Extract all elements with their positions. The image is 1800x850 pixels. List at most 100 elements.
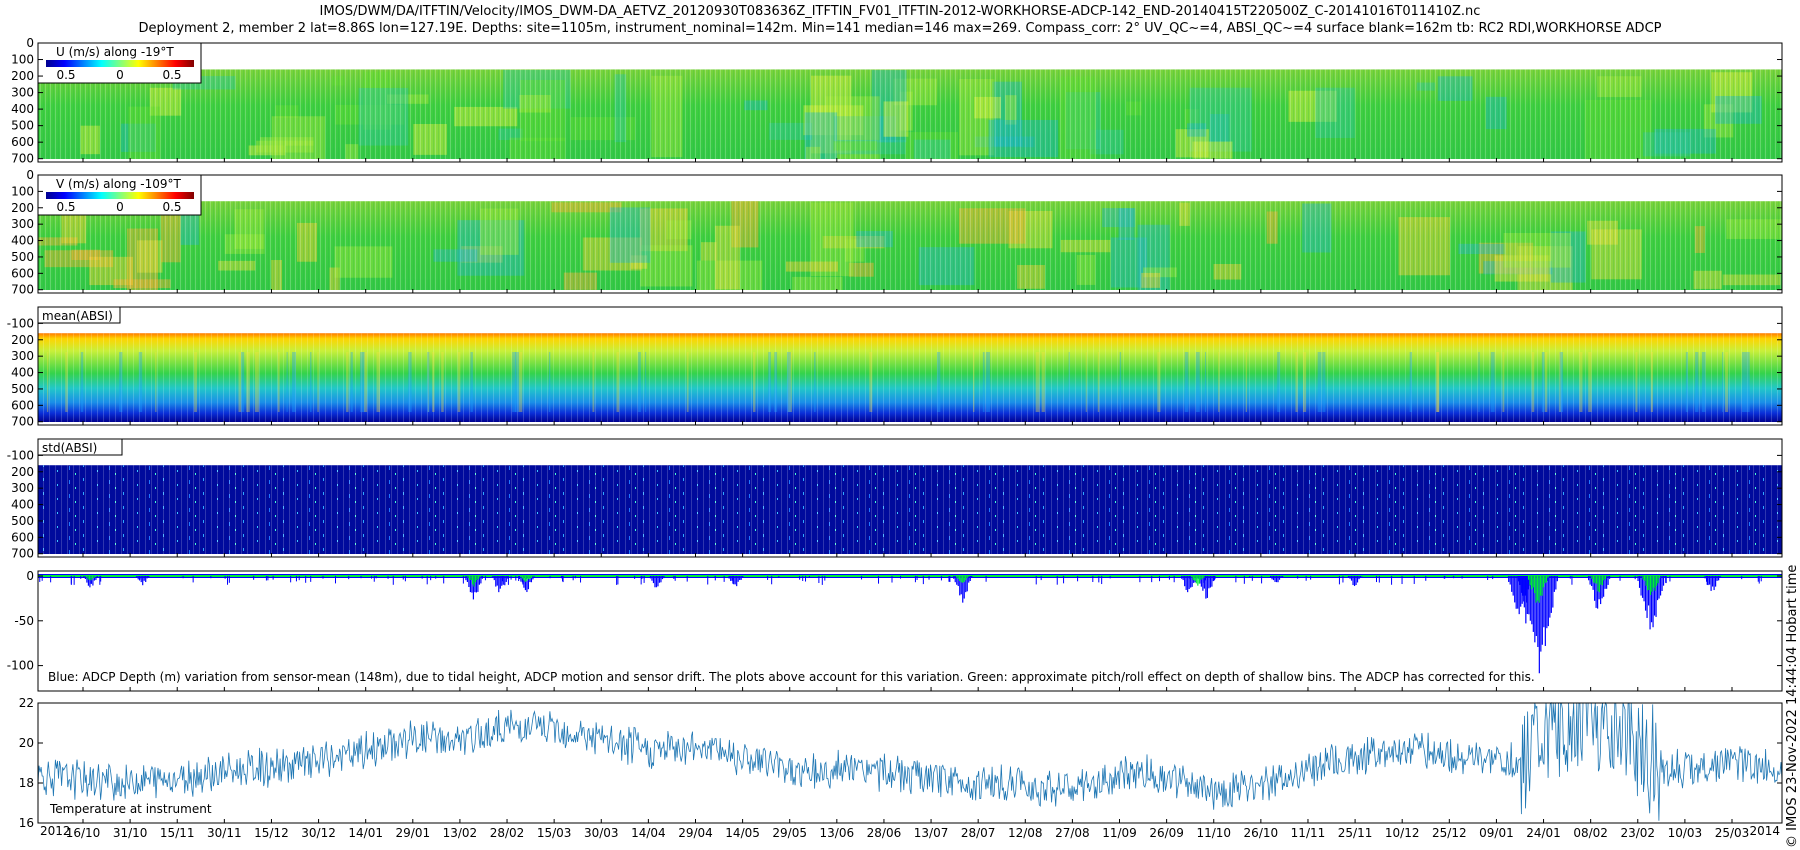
y-tick-label: 400 (11, 366, 34, 380)
y-tick-label: 200 (11, 333, 34, 347)
panel-label: V (m/s) along -109°T (56, 177, 181, 191)
y-tick-label: 300 (11, 86, 34, 100)
heatmap-streak (1436, 352, 1440, 412)
panel-frame (37, 42, 1783, 163)
heatmap-texture (38, 333, 1782, 422)
heatmap-streak (1722, 352, 1724, 412)
y-tick-label: 500 (11, 250, 34, 264)
heatmap-streak (1544, 352, 1548, 412)
depth-annotation: Blue: ADCP Depth (m) variation from sens… (48, 670, 1535, 684)
y-tick-label: 0 (26, 168, 34, 182)
x-tick-label: 27/08 (1055, 826, 1090, 840)
colorbar-tick-label: 0.5 (162, 68, 181, 82)
x-tick-label: 11/09 (1102, 826, 1137, 840)
y-tick-label: 0 (26, 569, 34, 583)
y-tick-label: 600 (11, 135, 34, 149)
mean-absi-texture (46, 352, 1750, 412)
colorbar (46, 60, 194, 67)
y-tick-label: 500 (11, 514, 34, 528)
y-tick-label: -50 (14, 614, 34, 628)
heatmap-streak (1588, 352, 1592, 412)
copyright-side-label: © IMOS 23-Nov-2022 14:44:04 Hobart time (1785, 564, 1800, 848)
panel-frame (37, 438, 1783, 558)
colorbar-legend: V (m/s) along -109°T 0.5 0 0.5 (37, 174, 202, 216)
y-tick-label: -100 (7, 316, 34, 330)
y-tick-label: -100 (7, 659, 34, 673)
heatmap-streak (346, 352, 349, 412)
x-tick-label: 25/03 (1715, 826, 1750, 840)
heatmap-streak (427, 352, 430, 412)
y-tick-label: 16 (19, 816, 34, 830)
panel-frame (37, 306, 1783, 426)
panel-label: U (m/s) along -19°T (56, 45, 174, 59)
y-tick-label: 200 (11, 69, 34, 83)
heatmap-streak (1085, 352, 1087, 412)
y-tick-label: 18 (19, 776, 34, 790)
heatmap-streak (1701, 352, 1706, 412)
heatmap-streak (1119, 352, 1122, 412)
x-tick-label: 24/01 (1526, 826, 1561, 840)
heatmap-streak (1218, 352, 1220, 412)
x-tick-label: 14/01 (348, 826, 383, 840)
heatmap-streak (1579, 352, 1583, 412)
x-tick-label: 25/11 (1338, 826, 1373, 840)
heatmap-streak (645, 352, 647, 412)
heatmap-streak (255, 352, 259, 412)
heatmap-streak (1317, 352, 1322, 412)
heatmap-streak (470, 352, 473, 412)
x-tick-label: 15/11 (160, 826, 195, 840)
heatmap-streak (238, 352, 242, 412)
heatmap-streak (46, 352, 49, 412)
figure-title-line1: IMOS/DWM/DA/ITFTIN/Velocity/IMOS_DWM-DA_… (319, 4, 1481, 19)
heatmap-streak (1157, 352, 1161, 412)
y-tick-label: 500 (11, 119, 34, 133)
colorbar-tick-label: 0 (116, 68, 124, 82)
x-tick-label: 28/07 (961, 826, 996, 840)
x-tick-label: 31/10 (113, 826, 148, 840)
heatmap-streak (982, 352, 985, 412)
y-tick-label: 300 (11, 349, 34, 363)
heatmap-streak (80, 352, 84, 412)
heatmap-streak (119, 352, 123, 412)
y-tick-label: 300 (11, 481, 34, 495)
heatmap-streak (1635, 352, 1638, 412)
heatmap-streak (1277, 352, 1281, 412)
colorbar-tick-label: 0.5 (56, 200, 75, 214)
pitch-baseline (38, 575, 1782, 577)
heatmap-streak (1184, 352, 1189, 412)
y-tick-label: 300 (11, 217, 34, 231)
heatmap-streak (987, 352, 991, 412)
heatmap-streak (1303, 352, 1307, 412)
y-tick-label: 700 (11, 152, 34, 166)
heatmap-streak (592, 352, 595, 412)
x-tick-label: 13/06 (820, 826, 855, 840)
heatmap-streak (1695, 352, 1699, 412)
y-tick-label: 0 (26, 36, 34, 50)
heatmap-streak (246, 352, 250, 412)
heatmap-streak (616, 352, 620, 412)
heatmap-streak (408, 352, 412, 412)
panel-label: mean(ABSI) (42, 309, 113, 323)
heatmap-texture (38, 69, 1782, 159)
heatmap-streak (1559, 352, 1564, 412)
temperature-label: Temperature at instrument (49, 802, 212, 816)
y-tick-label: 600 (11, 530, 34, 544)
y-tick-label: 700 (11, 547, 34, 561)
y-tick-label: 200 (11, 465, 34, 479)
colorbar-tick-label: 0 (116, 200, 124, 214)
heatmap-streak (364, 352, 368, 412)
heatmap-texture (38, 201, 1782, 290)
heatmap-streak (317, 352, 319, 412)
heatmap-streak (1435, 352, 1440, 412)
x-tick-label: 12/08 (1008, 826, 1043, 840)
x-tick-label: 13/02 (443, 826, 478, 840)
heatmap-streak (292, 352, 296, 412)
x-tick-label: 29/05 (772, 826, 807, 840)
x-tick-label: 30/12 (301, 826, 336, 840)
x-tick-label: 15/03 (537, 826, 572, 840)
x-tick-label: 11/11 (1291, 826, 1326, 840)
y-tick-label: 100 (11, 184, 34, 198)
heatmap-streak (787, 352, 791, 412)
heatmap-streak (360, 352, 364, 412)
heatmap-streak (1322, 352, 1326, 412)
